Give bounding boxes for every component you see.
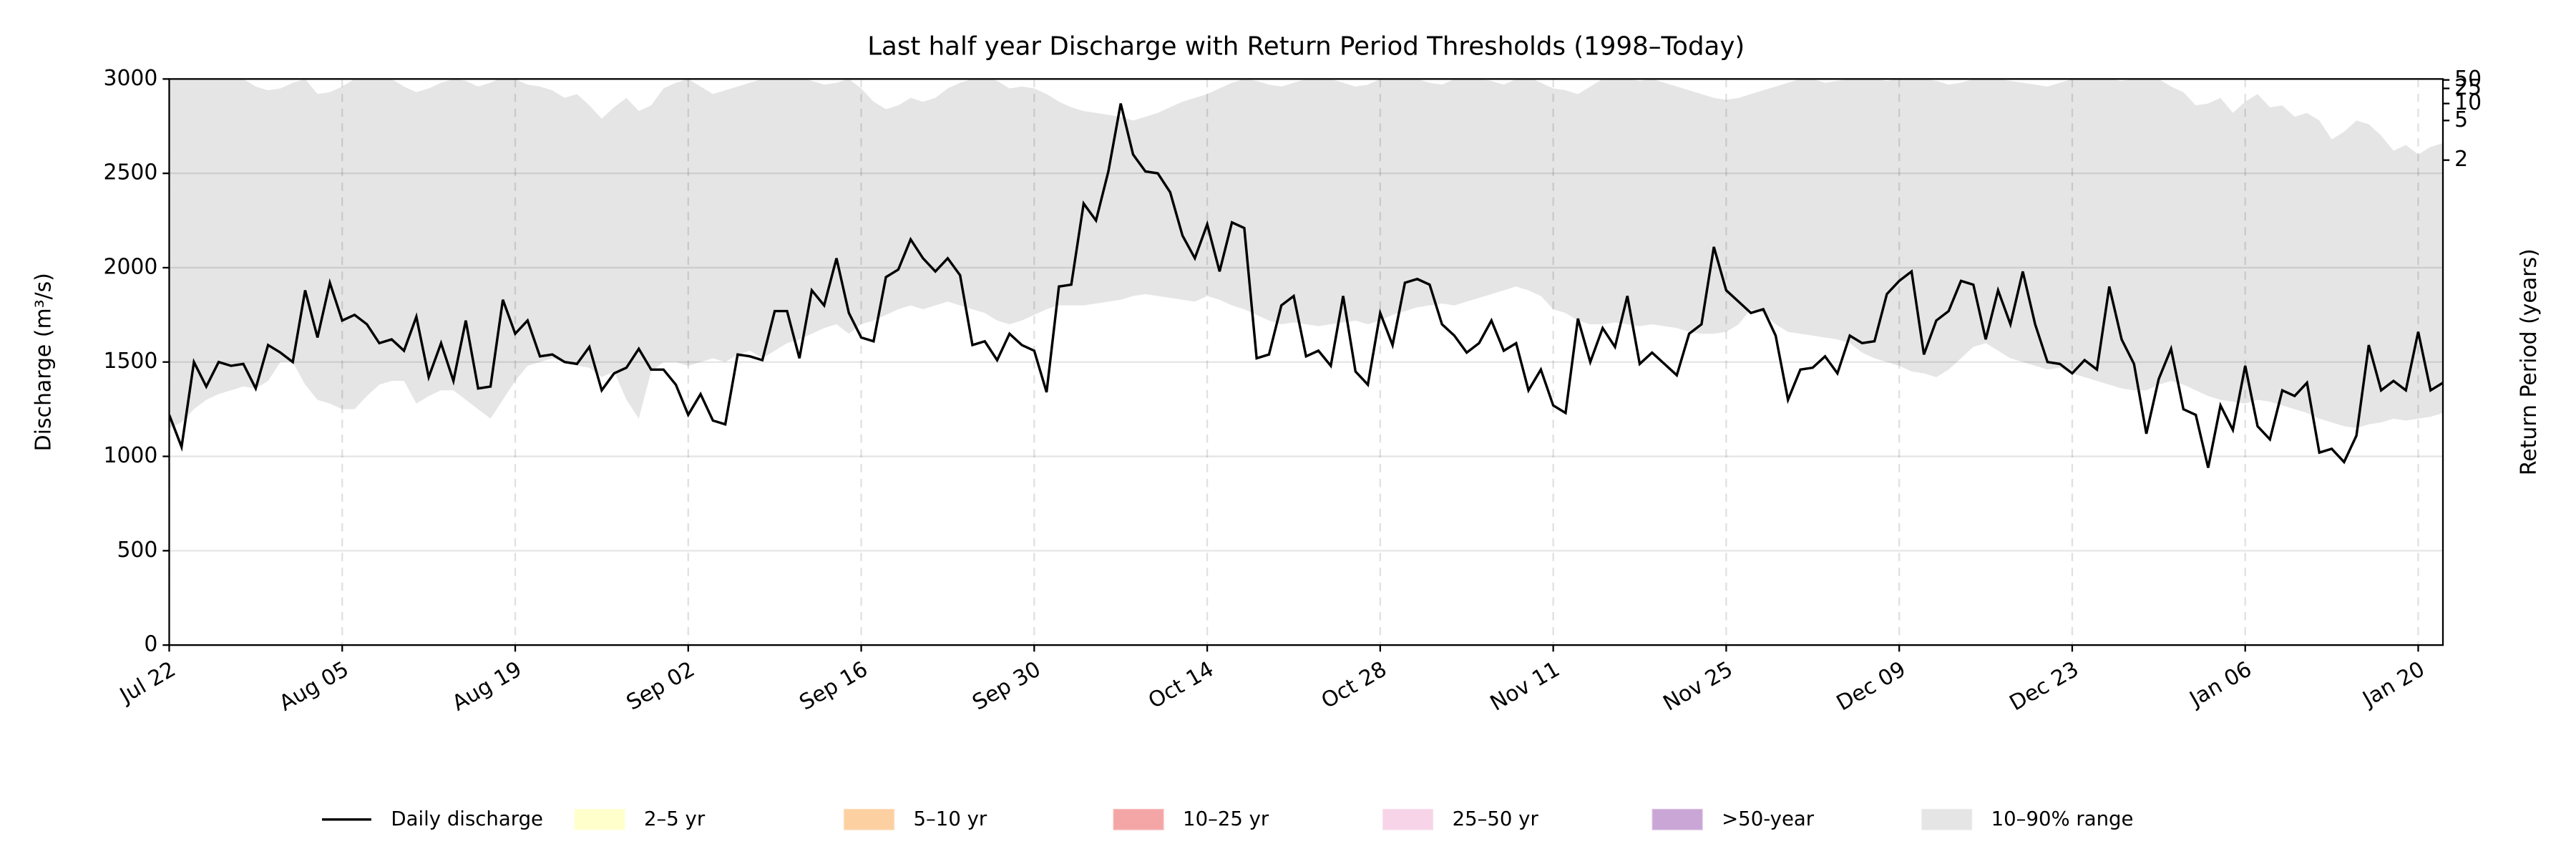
discharge-line: [169, 103, 2444, 468]
y-tick-label: 2500: [103, 160, 157, 185]
legend-swatch: [574, 808, 625, 830]
y-tick-label: 1000: [103, 443, 157, 468]
y-tick-label: 3000: [103, 66, 157, 91]
y2-tick-label: 50: [2454, 67, 2482, 92]
legend-label: Daily discharge: [391, 807, 543, 830]
legend-label: >50-year: [1722, 807, 1815, 830]
y2-axis-label: Return Period (years): [2517, 248, 2542, 475]
y-tick-label: 1500: [103, 349, 157, 374]
y2-tick-label: 5: [2454, 107, 2468, 132]
legend-label: 10–90% range: [1991, 807, 2134, 830]
legend-label: 10–25 yr: [1183, 807, 1269, 830]
legend-label: 25–50 yr: [1453, 807, 1539, 830]
chart-title: Last half year Discharge with Return Per…: [867, 32, 1745, 62]
legend-swatch: [1382, 808, 1434, 830]
plot-area: [169, 79, 2444, 646]
plot-frame: [168, 78, 2444, 646]
y-tick-label: 500: [117, 538, 157, 563]
legend-label: 5–10 yr: [914, 807, 987, 830]
legend-swatch: [1921, 808, 1973, 830]
y2-tick-label: 2: [2454, 147, 2468, 172]
legend-swatch: [843, 808, 895, 830]
legend-swatch: [1113, 808, 1164, 830]
legend-swatch: [1652, 808, 1703, 830]
legend-label: 2–5 yr: [644, 807, 706, 830]
y-axis-label: Discharge (m³/s): [31, 273, 57, 451]
y-tick-label: 2000: [103, 254, 157, 279]
y2-tick-label: 25: [2454, 75, 2482, 100]
y-tick-label: 0: [144, 632, 157, 657]
y2-tick-label: 10: [2454, 90, 2482, 115]
